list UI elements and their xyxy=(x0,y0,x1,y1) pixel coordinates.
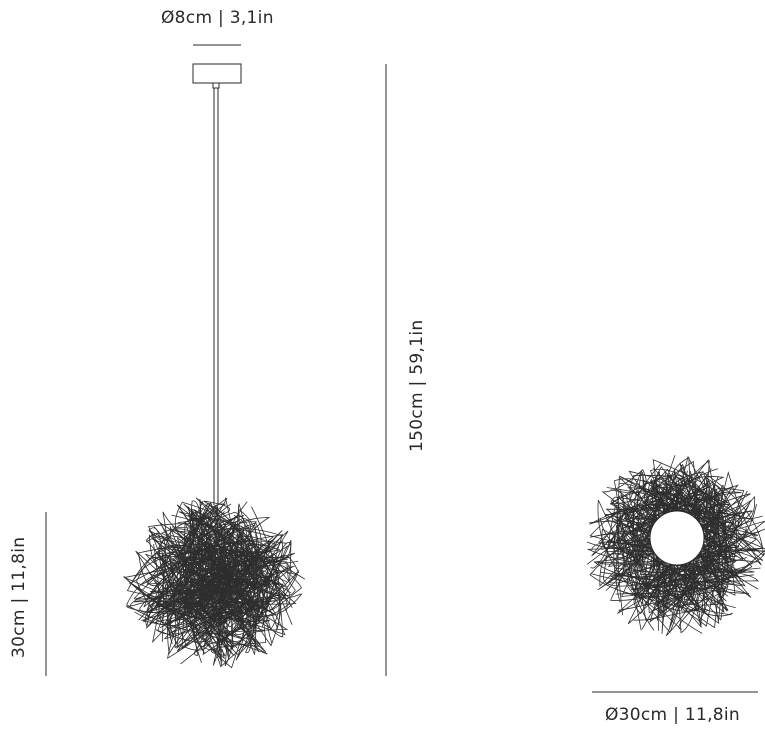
wire-strand xyxy=(627,471,765,630)
canopy-diameter-label: Ø8cm | 3,1in xyxy=(161,8,274,28)
wire-strand xyxy=(185,522,293,669)
wire-strand xyxy=(152,511,289,648)
wire-strand xyxy=(140,506,262,659)
wire-strand xyxy=(195,497,302,648)
wire-strand xyxy=(597,471,754,614)
overall-height-label: 150cm | 59,1in xyxy=(407,319,427,452)
wire-strand xyxy=(176,528,300,652)
wire-strand xyxy=(652,466,764,606)
canopy-connector xyxy=(212,82,220,89)
ceiling-canopy xyxy=(192,63,242,84)
wire-strand xyxy=(146,527,296,656)
wire-strand xyxy=(599,478,755,588)
bulb-opening xyxy=(649,510,705,566)
wire-strand xyxy=(164,500,273,609)
wire-strand xyxy=(183,554,290,651)
wire-strand xyxy=(129,526,284,643)
shade-height-label: 30cm | 11,8in xyxy=(9,536,29,658)
shade-diameter-label: Ø30cm | 11,8in xyxy=(605,705,741,725)
wire-strand xyxy=(145,531,253,664)
shade-side-view xyxy=(123,497,306,669)
wire-strand xyxy=(633,498,721,634)
